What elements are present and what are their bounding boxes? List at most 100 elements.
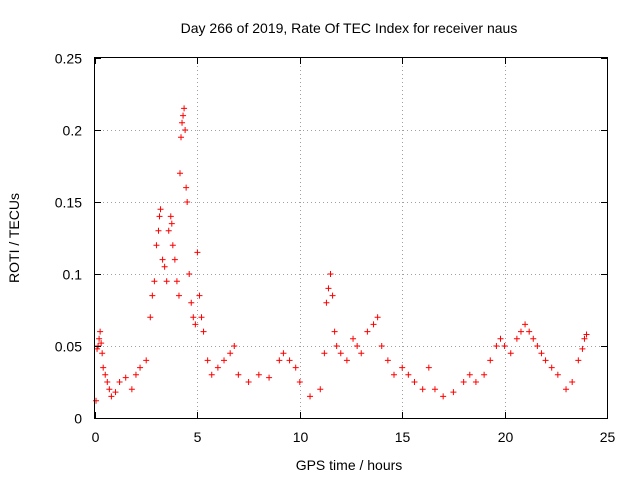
data-point — [325, 285, 332, 292]
data-point — [331, 328, 338, 335]
data-point — [190, 314, 197, 321]
data-point — [168, 220, 175, 227]
data-point — [343, 357, 350, 364]
data-point — [184, 199, 191, 205]
data-point — [97, 328, 104, 335]
data-point — [327, 271, 334, 277]
data-point — [106, 386, 113, 393]
data-point — [143, 357, 150, 364]
data-point — [583, 331, 590, 338]
data-point — [548, 364, 555, 371]
data-point — [186, 271, 193, 277]
data-point — [180, 112, 187, 119]
chart-title: Day 266 of 2019, Rate Of TEC Index for r… — [181, 20, 518, 36]
data-point — [159, 256, 166, 263]
data-point — [165, 227, 172, 234]
data-point — [460, 379, 467, 385]
axis-ticks — [95, 58, 608, 419]
data-point — [472, 379, 479, 385]
data-point — [280, 350, 287, 357]
y-tick-label: 0.25 — [55, 51, 82, 67]
data-point — [208, 371, 215, 378]
data-point — [147, 314, 154, 321]
data-point — [99, 350, 106, 357]
data-point — [245, 379, 252, 385]
data-point — [169, 242, 176, 249]
data-point — [507, 350, 514, 357]
data-point — [157, 206, 164, 213]
y-axis-label: ROTI / TECUs — [6, 193, 22, 283]
data-point — [337, 350, 344, 357]
data-point — [374, 314, 381, 321]
data-point — [296, 379, 303, 385]
data-point — [517, 328, 524, 335]
data-point — [569, 379, 576, 385]
data-point — [163, 278, 170, 285]
data-point — [329, 292, 336, 299]
data-point — [204, 357, 211, 364]
data-point — [538, 350, 545, 357]
x-tick-label: 20 — [498, 429, 514, 445]
data-point — [323, 299, 330, 306]
data-point — [196, 292, 203, 299]
data-point — [112, 389, 119, 396]
data-point — [122, 374, 129, 381]
data-point — [153, 242, 160, 249]
data-point — [182, 127, 189, 133]
data-point — [563, 386, 570, 393]
data-point — [235, 371, 242, 378]
data-point — [149, 292, 156, 299]
data-point — [155, 227, 162, 234]
grid-lines — [95, 58, 607, 418]
x-tick-label: 5 — [194, 429, 202, 445]
y-tick-label: 0.15 — [55, 195, 82, 211]
data-point — [411, 379, 418, 385]
data-point — [171, 256, 178, 263]
data-point — [364, 328, 371, 335]
data-point — [450, 389, 457, 396]
data-point — [431, 386, 438, 393]
data-point — [501, 343, 508, 349]
data-point — [104, 379, 111, 385]
data-point — [493, 343, 500, 349]
data-point — [116, 379, 123, 385]
data-point — [466, 371, 473, 378]
data-point — [183, 184, 190, 191]
data-point — [487, 357, 494, 364]
data-point — [192, 321, 199, 328]
data-point — [194, 249, 201, 256]
data-point — [497, 335, 504, 342]
data-point — [173, 278, 180, 285]
data-point — [266, 374, 273, 381]
data-point — [156, 213, 163, 220]
data-point — [481, 371, 488, 378]
data-point — [575, 357, 582, 364]
data-point — [530, 335, 537, 342]
data-point — [221, 357, 228, 364]
data-point — [128, 386, 135, 393]
data-point — [307, 393, 314, 400]
data-point — [354, 343, 361, 349]
data-point — [526, 328, 533, 335]
data-point — [176, 170, 183, 177]
data-point — [198, 314, 205, 321]
data-point — [358, 350, 365, 357]
data-point — [534, 343, 541, 349]
data-point — [522, 321, 529, 328]
y-tick-label: 0.2 — [63, 123, 83, 139]
data-point — [100, 364, 107, 371]
data-point — [579, 345, 586, 352]
x-tick-label: 15 — [395, 429, 411, 445]
data-point — [350, 335, 357, 342]
data-point — [175, 292, 182, 299]
data-point — [132, 371, 139, 378]
data-point — [321, 350, 328, 357]
data-point — [161, 263, 168, 270]
data-point — [378, 343, 385, 349]
x-tick-label: 25 — [600, 429, 616, 445]
data-point — [440, 393, 447, 400]
x-tick-label: 10 — [293, 429, 309, 445]
data-point — [181, 105, 188, 112]
data-point — [292, 364, 299, 371]
